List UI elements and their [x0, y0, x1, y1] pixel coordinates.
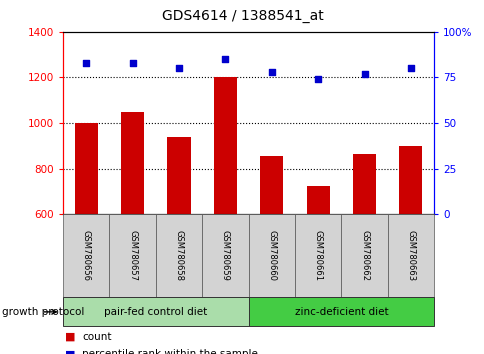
Point: [314, 76, 321, 82]
Text: GSM780661: GSM780661: [313, 230, 322, 281]
Text: GSM780659: GSM780659: [220, 230, 229, 281]
Bar: [109, 214, 155, 297]
Text: count: count: [82, 332, 112, 342]
Point: [406, 65, 414, 71]
Text: GSM780656: GSM780656: [82, 230, 91, 281]
Bar: [63, 214, 109, 297]
Point: [221, 56, 229, 62]
Bar: [167, 137, 190, 214]
Bar: [248, 297, 433, 326]
Bar: [213, 78, 237, 214]
Point: [267, 69, 275, 75]
Bar: [294, 214, 341, 297]
Bar: [121, 112, 144, 214]
Text: growth protocol: growth protocol: [2, 307, 85, 317]
Text: GSM780658: GSM780658: [174, 230, 183, 281]
Text: percentile rank within the sample: percentile rank within the sample: [82, 349, 258, 354]
Text: GSM780662: GSM780662: [359, 230, 368, 281]
Text: GSM780657: GSM780657: [128, 230, 137, 281]
Bar: [75, 123, 98, 214]
Bar: [259, 156, 283, 214]
Point: [82, 60, 90, 66]
Text: GSM780663: GSM780663: [406, 230, 414, 281]
Point: [360, 71, 368, 76]
Bar: [341, 214, 387, 297]
Text: pair-fed control diet: pair-fed control diet: [104, 307, 207, 317]
Point: [128, 60, 136, 66]
Bar: [387, 214, 433, 297]
Bar: [352, 154, 375, 214]
Text: zinc-deficient diet: zinc-deficient diet: [294, 307, 387, 317]
Bar: [306, 186, 329, 214]
Bar: [398, 146, 422, 214]
Bar: [63, 297, 248, 326]
Bar: [248, 214, 294, 297]
Text: ■: ■: [65, 349, 76, 354]
Text: ■: ■: [65, 332, 76, 342]
Text: GSM780660: GSM780660: [267, 230, 276, 281]
Bar: [155, 214, 202, 297]
Point: [175, 65, 182, 71]
Bar: [202, 214, 248, 297]
Text: GDS4614 / 1388541_at: GDS4614 / 1388541_at: [161, 9, 323, 23]
